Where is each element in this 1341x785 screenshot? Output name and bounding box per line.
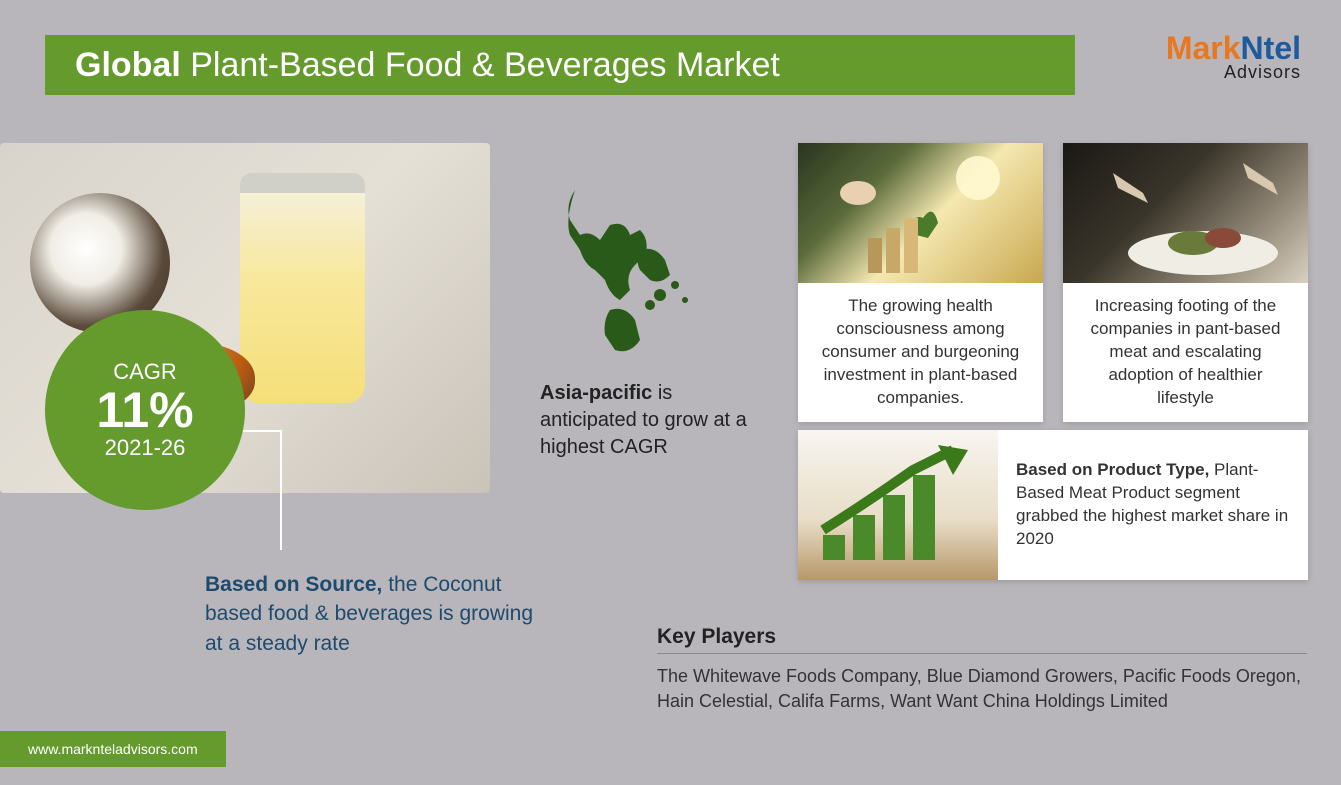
connector-line xyxy=(280,430,282,550)
key-players-body: The Whitewave Foods Company, Blue Diamon… xyxy=(657,664,1307,714)
card1-text: The growing health consciousness among c… xyxy=(798,283,1043,422)
footer-website-url: www.marknteladvisors.com xyxy=(0,731,226,767)
insight-card-lifestyle: Increasing footing of the companies in p… xyxy=(1063,143,1308,422)
title-banner: Global Plant-Based Food & Beverages Mark… xyxy=(45,35,1075,95)
cagr-badge: CAGR 11% 2021-26 xyxy=(45,310,245,510)
insight-card-health: The growing health consciousness among c… xyxy=(798,143,1043,422)
logo-part2: Ntel xyxy=(1241,30,1301,66)
growth-chart-image xyxy=(798,430,998,580)
logo-part1: Mark xyxy=(1166,30,1241,66)
asia-callout: Asia-pacific is anticipated to grow at a… xyxy=(540,380,750,461)
asia-bold: Asia-pacific xyxy=(540,382,652,404)
asia-pacific-map-icon xyxy=(555,180,700,360)
card3-text: Based on Product Type, Plant-Based Meat … xyxy=(998,447,1308,563)
key-players-section: Key Players The Whitewave Foods Company,… xyxy=(657,625,1307,714)
cagr-value: 11% xyxy=(96,381,193,439)
card3-bold: Based on Product Type, xyxy=(1016,460,1209,479)
title-rest: Plant-Based Food & Beverages Market xyxy=(181,46,780,84)
cagr-period: 2021-26 xyxy=(105,435,186,461)
source-bold: Based on Source, xyxy=(205,573,382,596)
card2-text: Increasing footing of the companies in p… xyxy=(1063,283,1308,422)
brand-logo: MarkNtel Advisors xyxy=(1166,30,1301,83)
insight-card-product-type: Based on Product Type, Plant-Based Meat … xyxy=(798,430,1308,580)
chef-plating-image xyxy=(1063,143,1308,283)
key-players-title: Key Players xyxy=(657,625,1307,654)
title-bold: Global xyxy=(75,46,181,84)
milk-jar-icon xyxy=(240,173,365,403)
source-callout: Based on Source, the Coconut based food … xyxy=(205,570,535,658)
investment-growth-image xyxy=(798,143,1043,283)
